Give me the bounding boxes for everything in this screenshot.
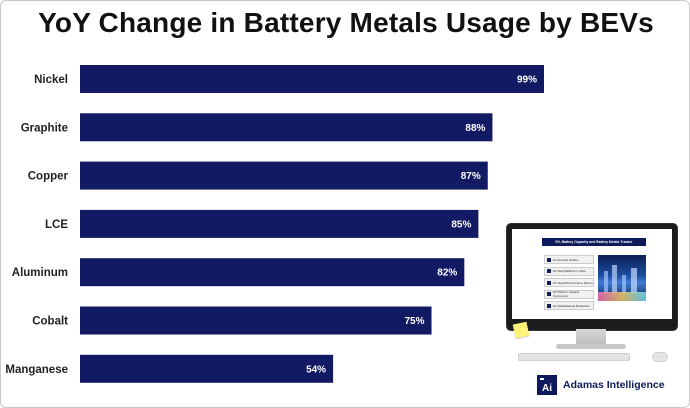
category-label: Nickel: [34, 74, 68, 86]
monitor-base: [556, 344, 626, 349]
screen-content: EV, Battery Capacity and Battery Metals …: [512, 229, 672, 319]
screen-list-item: EV Weight/Efficiency Data: [544, 266, 594, 276]
bar: [80, 306, 432, 335]
screen-list-item: EV Metal/Material Breakdown: [544, 301, 594, 310]
category-label: LCE: [45, 219, 68, 231]
sticky-note-icon: [512, 321, 530, 339]
category-label: Copper: [28, 171, 69, 183]
value-label: 87%: [461, 171, 481, 182]
bar: [80, 354, 334, 383]
bar: [80, 209, 479, 238]
mouse-icon: [652, 352, 668, 362]
bar: [80, 161, 488, 190]
monitor-stand: [576, 329, 606, 345]
monitor-illustration: EV, Battery Capacity and Battery Metals …: [506, 223, 678, 363]
chart-title: YoY Change in Battery Metals Usage by BE…: [38, 7, 654, 38]
city-image: [598, 255, 646, 301]
category-label: Cobalt: [32, 316, 68, 328]
category-label: Aluminum: [12, 267, 68, 279]
category-label: Graphite: [21, 122, 68, 134]
value-label: 82%: [437, 268, 457, 279]
brand-name: Adamas Intelligence: [563, 379, 665, 391]
monitor-screen: EV, Battery Capacity and Battery Metals …: [506, 223, 678, 331]
screen-list-item: EV Platform Capacity Deployment: [544, 289, 594, 299]
value-label: 54%: [306, 364, 326, 375]
screen-list-item: EV Demand Profiles: [544, 255, 594, 264]
bar: [80, 65, 544, 93]
bar: [80, 258, 465, 287]
brand-logo: Ai Adamas Intelligence: [537, 374, 665, 396]
logo-mark-icon: Ai: [537, 375, 557, 395]
keyboard-icon: [518, 353, 630, 361]
screen-list-item: EV Weight/Performance Metrics: [544, 278, 594, 287]
screen-heading: EV, Battery Capacity and Battery Metals …: [542, 238, 646, 246]
bar: [80, 113, 493, 142]
value-label: 88%: [465, 123, 485, 134]
value-label: 99%: [517, 75, 537, 86]
value-label: 75%: [404, 316, 424, 327]
screen-list: EV Demand Profiles EV Weight/Efficiency …: [544, 255, 594, 313]
category-label: Manganese: [5, 364, 68, 376]
value-label: 85%: [451, 219, 471, 230]
